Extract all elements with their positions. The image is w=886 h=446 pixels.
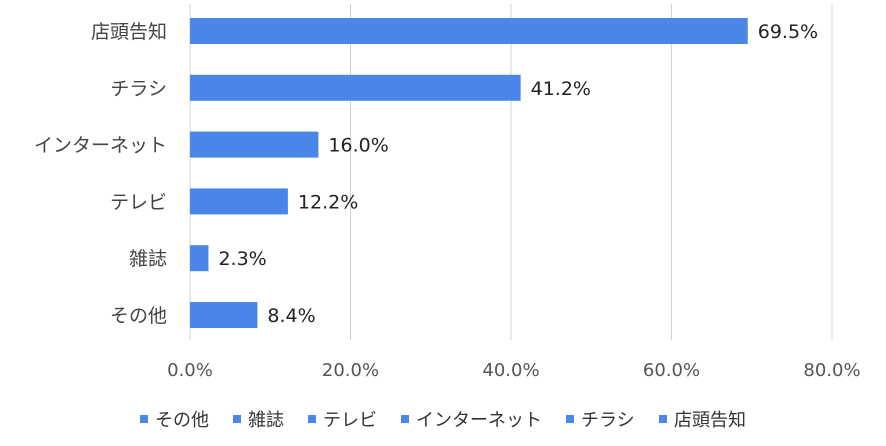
- x-tick-label: 80.0%: [803, 360, 860, 381]
- category-label: 店頭告知: [91, 21, 167, 43]
- legend-swatch: [308, 415, 317, 423]
- legend: その他 雑誌 テレビ インターネット チラシ 店頭告知: [140, 410, 746, 431]
- x-tick-label: 20.0%: [322, 360, 379, 381]
- legend-entry: 店頭告知: [674, 410, 746, 431]
- legend-swatch: [233, 415, 242, 423]
- x-axis-tick-labels: 0.0% 20.0% 40.0% 60.0% 80.0%: [167, 360, 860, 381]
- data-label: 69.5%: [758, 21, 818, 43]
- legend-swatch: [140, 415, 149, 423]
- bar: [190, 188, 288, 215]
- legend-swatch: [565, 415, 574, 423]
- data-label: 8.4%: [267, 305, 315, 327]
- bar: [190, 18, 748, 44]
- category-label: インターネット: [34, 135, 167, 157]
- bar: [190, 74, 521, 101]
- legend-entry: テレビ: [323, 410, 377, 431]
- data-label: 2.3%: [218, 248, 266, 270]
- x-tick-label: 0.0%: [167, 360, 213, 381]
- bar: [190, 245, 209, 272]
- category-label: その他: [110, 305, 167, 327]
- category-label: テレビ: [110, 191, 167, 213]
- data-label: 41.2%: [531, 78, 591, 100]
- category-label: チラシ: [110, 78, 167, 100]
- grid-lines: [189, 4, 833, 340]
- legend-entry: その他: [155, 410, 209, 431]
- category-label: 雑誌: [129, 248, 167, 270]
- legend-swatch: [401, 415, 410, 423]
- data-label: 16.0%: [328, 135, 388, 157]
- legend-entry: インターネット: [416, 410, 542, 431]
- legend-entry: チラシ: [581, 410, 635, 431]
- legend-swatch: [658, 415, 667, 423]
- x-tick-label: 40.0%: [482, 360, 539, 381]
- bar: [190, 131, 319, 158]
- bars: [190, 18, 748, 328]
- data-labels: 69.5% 41.2% 16.0% 12.2% 2.3% 8.4%: [218, 21, 818, 327]
- legend-entry: 雑誌: [248, 410, 284, 431]
- x-tick-label: 60.0%: [643, 360, 700, 381]
- bar: [190, 302, 258, 328]
- data-label: 12.2%: [298, 191, 358, 213]
